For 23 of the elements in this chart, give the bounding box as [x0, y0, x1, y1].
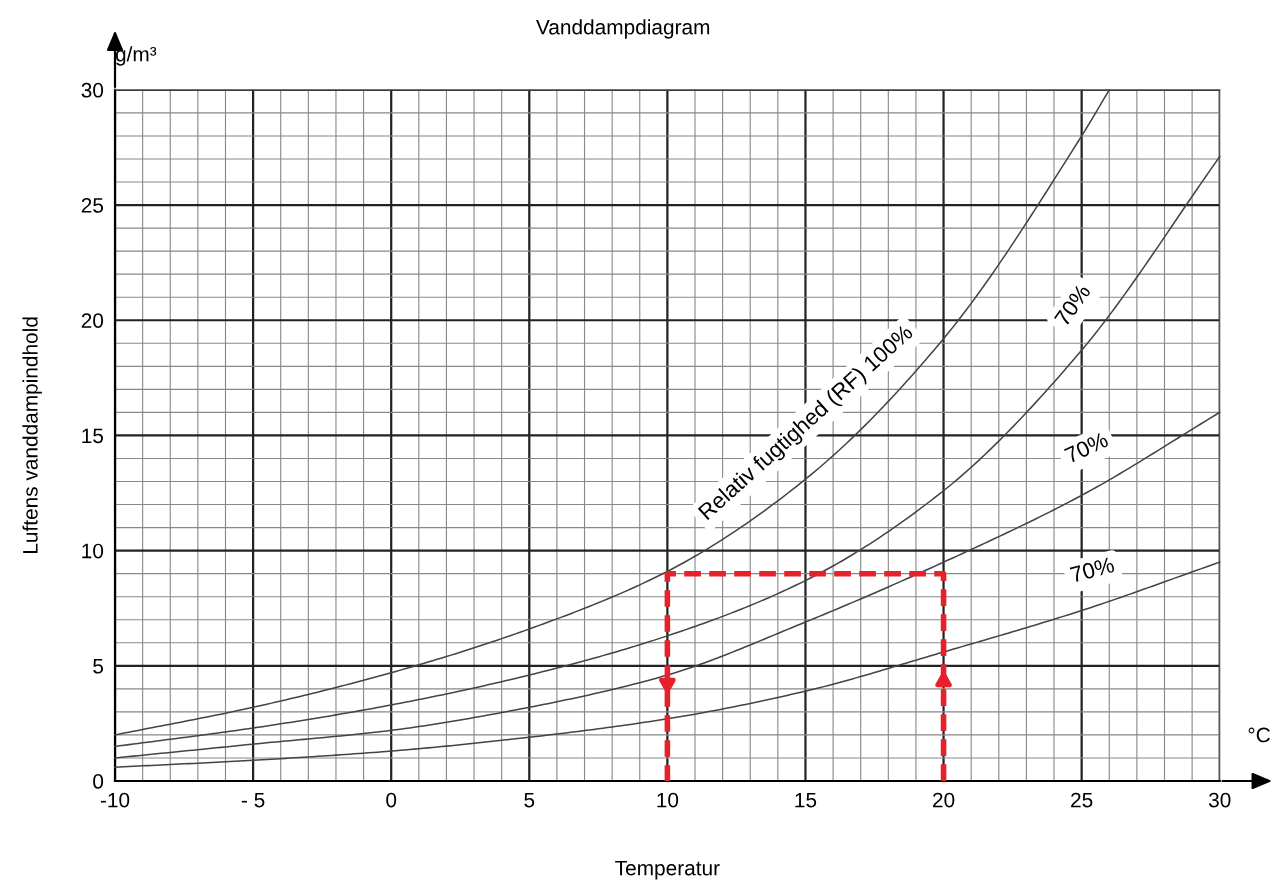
- x-tick-label: 20: [933, 792, 955, 808]
- x-tick-label: 0: [386, 792, 397, 808]
- x-tick-label: 5: [524, 792, 535, 808]
- annotation: 70%: [1069, 556, 1115, 583]
- text: g/m³: [115, 46, 157, 66]
- x-tick-label: - 5: [241, 792, 265, 808]
- y-tick-label: 0: [93, 774, 104, 789]
- x-axis-title: Temperatur: [615, 860, 720, 880]
- y-tick-label: 20: [81, 313, 104, 328]
- x-tick-label: 30: [1208, 792, 1231, 808]
- x-tick-label: 15: [795, 792, 817, 808]
- annotation: 70%: [1063, 431, 1110, 464]
- y-tick-label: 10: [82, 543, 104, 559]
- x-tick-label: 25: [1071, 792, 1093, 808]
- chart-title: Vanddampdiagram: [536, 19, 710, 39]
- y-tick-label: 25: [81, 198, 104, 213]
- text: °C: [1248, 727, 1270, 743]
- y-tick-label: 30: [81, 82, 104, 98]
- x-tick-label: -10: [100, 792, 130, 808]
- x-tick-label: 10: [657, 792, 679, 808]
- y-axis-title: Luftens vanddampindhold: [22, 317, 42, 554]
- y-tick-label: 5: [93, 659, 104, 674]
- y-tick-label: 15: [82, 428, 104, 444]
